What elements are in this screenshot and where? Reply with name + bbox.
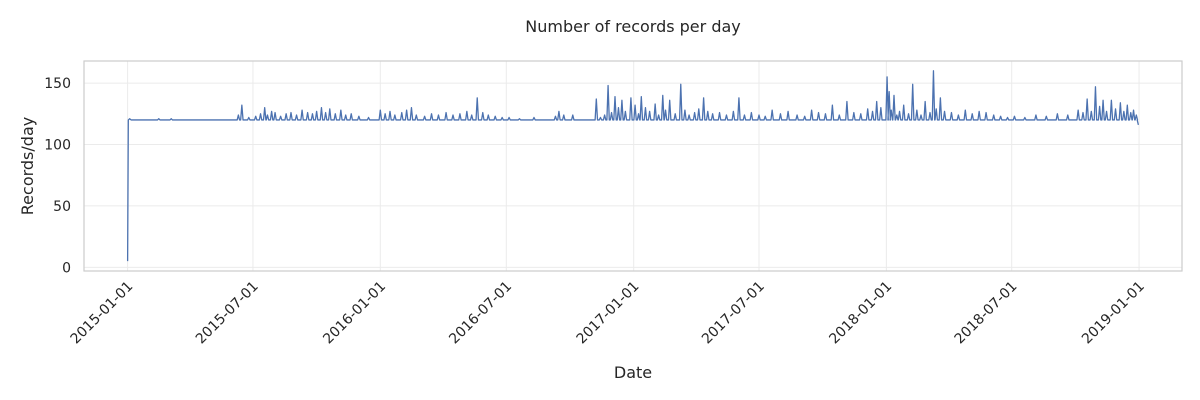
x-tick-label: 2017-07-01	[699, 279, 768, 348]
x-tick-label: 2017-01-01	[574, 279, 643, 348]
x-tick-label: 2018-07-01	[952, 279, 1021, 348]
y-tick-label: 150	[44, 76, 71, 92]
y-tick-label: 50	[53, 199, 71, 215]
x-tick-label: 2018-01-01	[826, 279, 895, 348]
chart-title: Number of records per day	[525, 17, 741, 36]
records-per-day-line	[126, 70, 1140, 262]
x-tick-label: 2016-01-01	[320, 279, 389, 348]
series-layer	[126, 70, 1140, 262]
grid	[84, 61, 1182, 271]
x-axis-label: Date	[614, 363, 652, 382]
y-tick-labels: 0 50 100 150	[44, 76, 71, 276]
x-tick-label: 2019-01-01	[1079, 279, 1148, 348]
y-tick-label: 100	[44, 138, 71, 154]
x-tick-label: 2016-07-01	[446, 279, 515, 348]
x-tick-label: 2015-07-01	[193, 279, 262, 348]
plot-frame	[83, 60, 1183, 272]
y-tick-label: 0	[62, 260, 71, 276]
y-axis-label: Records/day	[18, 117, 37, 215]
x-tick-label: 2015-01-01	[68, 279, 137, 348]
x-tick-labels: 2015-01-01 2015-07-01 2016-01-01 2016-07-01…	[68, 279, 1148, 348]
